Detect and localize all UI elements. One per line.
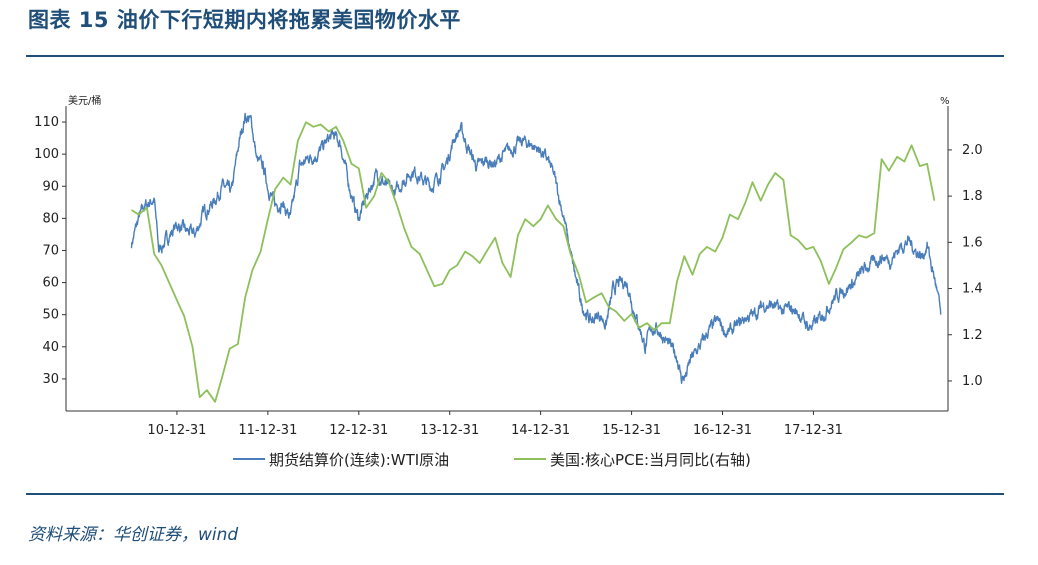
left-tick-label: 60 (42, 276, 59, 291)
pce-series-line (131, 121, 936, 403)
x-tick-label: 17-12-31 (784, 423, 843, 438)
legend-pce-label: 美国:核心PCE:当月同比(右轴) (550, 451, 751, 469)
left-tick-label: 110 (34, 115, 59, 130)
x-tick-label: 16-12-31 (693, 423, 752, 438)
left-tick-label: 100 (34, 147, 59, 162)
right-tick-label: 1.8 (962, 189, 983, 204)
source-note: 资料来源：华创证券，wind (28, 525, 239, 545)
right-tick-label: 1.2 (962, 328, 983, 343)
x-tick-label: 10-12-31 (147, 423, 206, 438)
right-tick-label: 1.0 (962, 374, 983, 389)
left-tick-label: 80 (42, 211, 59, 226)
legend: 期货结算价(连续):WTI原油 美国:核心PCE:当月同比(右轴) (233, 451, 751, 469)
wti-series-line (130, 112, 942, 384)
x-tick-label: 13-12-31 (420, 423, 479, 438)
left-tick-label: 50 (42, 308, 59, 323)
right-axis-unit: % (940, 96, 950, 107)
x-tick-label: 11-12-31 (238, 423, 297, 438)
left-tick-label: 40 (42, 340, 59, 355)
left-axis-unit: 美元/桶 (68, 94, 101, 107)
right-tick-label: 1.6 (962, 235, 983, 250)
right-tick-label: 2.0 (962, 143, 983, 158)
x-tick-label: 15-12-31 (602, 423, 661, 438)
left-tick-label: 30 (42, 372, 59, 387)
x-tick-label: 14-12-31 (511, 423, 570, 438)
right-tick-label: 1.4 (962, 282, 983, 297)
left-tick-label: 70 (42, 243, 59, 258)
chart-title: 图表 15 油价下行短期内将拖累美国物价水平 (28, 8, 461, 32)
bottom-rule (26, 493, 1004, 495)
series-layer (130, 112, 942, 403)
top-rule (26, 55, 1004, 57)
axes: 30 40 50 60 70 80 90 100 110 1.0 1.2 1.4 1.6 1.8 2.0 10… (34, 106, 983, 438)
x-tick-label: 12-12-31 (329, 423, 388, 438)
legend-wti-label: 期货结算价(连续):WTI原油 (269, 451, 449, 469)
left-tick-label: 90 (42, 179, 59, 194)
